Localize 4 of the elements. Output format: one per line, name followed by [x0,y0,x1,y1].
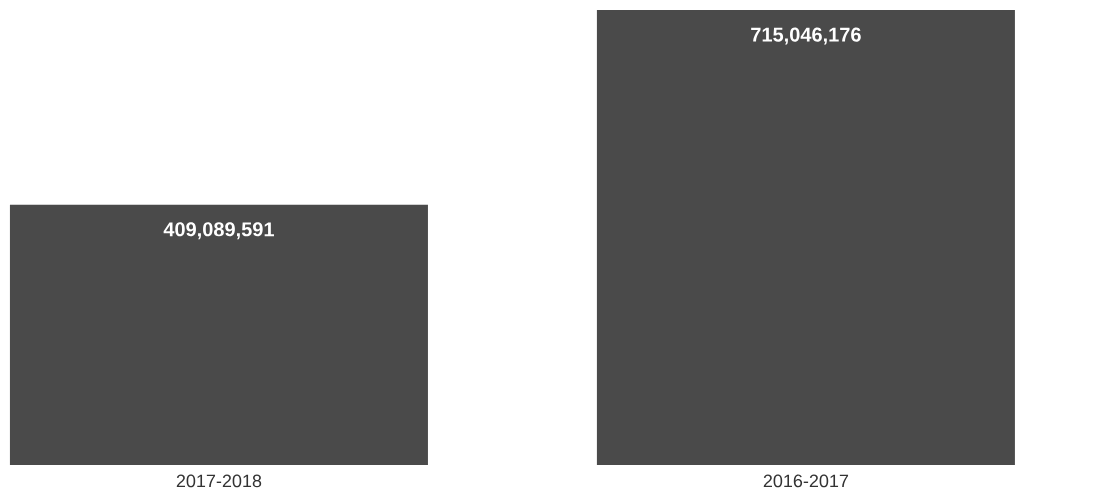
x-tick-label: 2016-2017 [763,474,849,488]
data-label: 409,089,591 [163,222,274,240]
x-tick-label: 2017-2018 [176,474,262,488]
data-label: 715,046,176 [751,27,861,45]
